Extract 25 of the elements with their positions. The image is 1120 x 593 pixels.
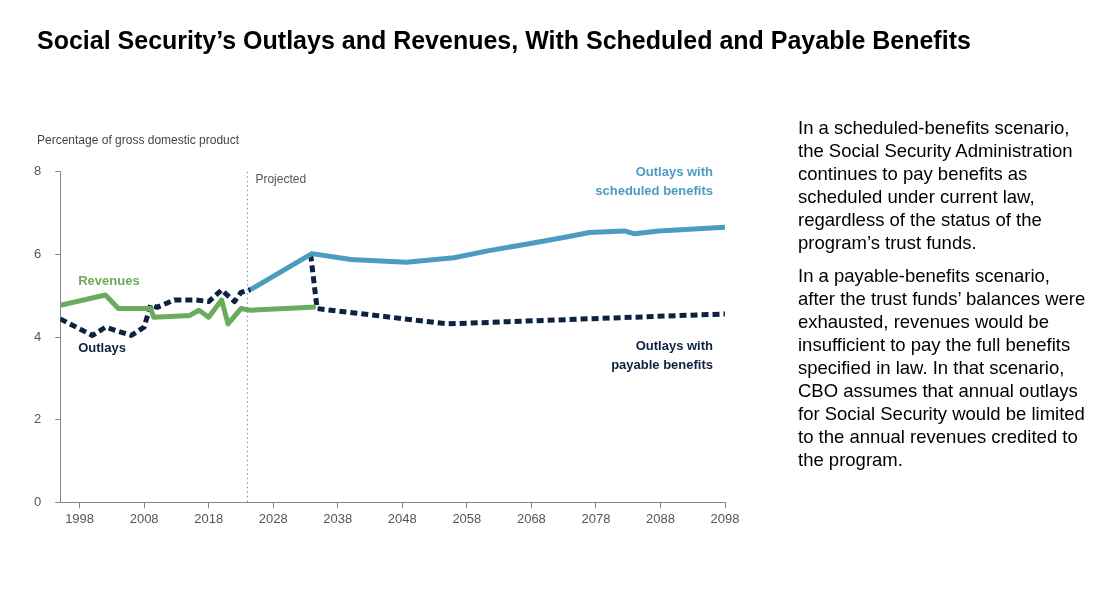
x-tick-label: 2068	[516, 510, 546, 526]
chart-title: Social Security’s Outlays and Revenues, With Scheduled and Payable Benefits	[37, 26, 972, 55]
x-tick-label: 2078	[581, 510, 611, 526]
x-tick-label: 1998	[65, 510, 95, 526]
text: Outlays with scheduled benefits	[595, 163, 714, 198]
x-tick-label: 2058	[452, 510, 482, 526]
x-tick-label: 2038	[323, 510, 353, 526]
y-tick-label: 6	[34, 246, 42, 262]
y-tick-label: 4	[34, 328, 42, 344]
text: In a scheduled-benefits scenario, the Social Security Administration continues to pay benefits as scheduled under current law, regardless of the status of the program’s trust funds.	[798, 116, 1074, 254]
y-tick-label: 0	[34, 493, 42, 509]
series-label: Outlays with payable benefits	[611, 337, 714, 372]
x-tick-label: 2028	[258, 510, 288, 526]
y-tick-label: 2	[34, 411, 42, 427]
x-tick-label: 2018	[194, 510, 224, 526]
x-tick-label: 2008	[129, 510, 159, 526]
x-tick-label: 2098	[710, 510, 740, 526]
x-tick-label: 2088	[646, 510, 675, 526]
ref-line-label: Projected	[255, 172, 307, 187]
text: In a payable-benefits scenario, after the trust funds’ balances were exhausted, revenues would be insufficient to pay the full benefits specified in law. In that scenario, CBO assumes that annual outlays for Social Security would be limited to the annual revenues credited to the program.	[798, 265, 1086, 470]
y-axis-title: Percentage of gross domestic product	[37, 133, 240, 147]
series-label: Outlays	[78, 340, 126, 356]
y-tick-label: 8	[34, 163, 42, 179]
x-tick-label: 2048	[387, 510, 417, 526]
series-label: Revenues	[78, 272, 140, 288]
